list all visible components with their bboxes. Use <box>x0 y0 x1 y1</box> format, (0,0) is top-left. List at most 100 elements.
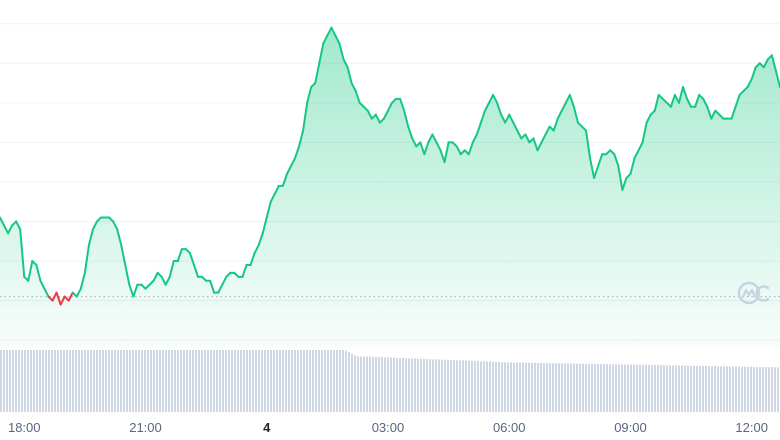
volume-bar <box>531 362 533 412</box>
volume-bar <box>582 363 584 412</box>
volume-bar <box>714 366 716 412</box>
volume-bar <box>702 365 704 412</box>
volume-bar <box>774 367 776 412</box>
volume-bar <box>30 350 32 412</box>
volume-bar <box>423 358 425 412</box>
volume-bar <box>102 350 104 412</box>
price-line-segment <box>633 149 640 160</box>
price-line-segment <box>637 141 644 152</box>
volume-bar <box>96 350 98 412</box>
volume-bar <box>198 350 200 412</box>
volume-bar <box>159 350 161 412</box>
price-line-segment <box>192 263 200 278</box>
price-line-segment <box>374 113 381 124</box>
volume-bar <box>408 358 410 412</box>
price-line-segment <box>19 228 26 278</box>
volume-bar <box>564 363 566 412</box>
volume-bar <box>48 350 50 412</box>
volume-bar <box>327 350 329 412</box>
volume-bar <box>351 353 353 412</box>
volume-bar <box>633 364 635 412</box>
volume-bar <box>681 365 683 412</box>
x-tick-label: 06:00 <box>493 420 526 435</box>
volume-bar <box>81 350 83 412</box>
price-line-segment <box>770 54 777 73</box>
volume-bar <box>630 364 632 412</box>
volume-bar <box>303 350 305 412</box>
price-line-segment <box>83 244 90 274</box>
volume-bar <box>363 356 365 412</box>
volume-bar <box>399 357 401 412</box>
price-line-segment <box>488 93 495 104</box>
price-line-segment <box>330 26 337 37</box>
volume-bar <box>84 350 86 412</box>
volume-bar <box>507 362 509 412</box>
volume-bar <box>72 350 74 412</box>
volume-bar <box>255 350 257 412</box>
volume-bar <box>756 366 758 412</box>
volume-bar <box>597 364 599 412</box>
volume-bar <box>9 350 11 412</box>
volume-bar <box>576 363 578 412</box>
volume-bar <box>462 360 464 412</box>
price-line-segment <box>3 224 10 235</box>
volume-bar <box>390 357 392 412</box>
volume-bar <box>195 350 197 412</box>
volume-bar <box>150 350 152 412</box>
volume-bar <box>501 362 503 412</box>
volume-bar <box>42 350 44 412</box>
price-line-segment <box>403 109 410 128</box>
price-line-segment <box>112 220 119 231</box>
volume-bar <box>708 366 710 412</box>
volume-bar <box>687 365 689 412</box>
price-line-segment <box>221 275 228 286</box>
price-line-segment <box>423 141 430 156</box>
price-line-segment <box>253 244 260 255</box>
volume-bar <box>528 362 530 412</box>
volume-bar <box>525 362 527 412</box>
price-line-segment <box>694 93 701 108</box>
volume-bar <box>75 350 77 412</box>
price-line-segment <box>298 129 305 148</box>
volume-bar <box>162 350 164 412</box>
volume-bar <box>612 364 614 412</box>
volume-bar <box>171 350 173 412</box>
volume-bar <box>90 350 92 412</box>
price-line-segment <box>500 113 507 124</box>
volume-bar <box>321 350 323 412</box>
price-line-segment <box>160 275 167 286</box>
volume-bar <box>723 366 725 412</box>
volume-bar <box>246 350 248 412</box>
volume-bar <box>552 363 554 412</box>
price-line-segment <box>677 86 685 104</box>
volume-bar <box>402 358 404 412</box>
volume-bar <box>711 366 713 412</box>
volume-bar <box>135 350 137 412</box>
volume-bar <box>480 361 482 412</box>
volume-bar <box>777 367 779 412</box>
volume-bar <box>201 350 203 412</box>
price-line-segment <box>585 129 592 160</box>
volume-bar <box>114 350 116 412</box>
volume-bar <box>204 350 206 412</box>
price-line-segment <box>516 129 523 140</box>
volume-bar <box>696 365 698 412</box>
volume-bar <box>192 350 194 412</box>
volume-bar <box>549 363 551 412</box>
price-line-segment <box>209 279 216 294</box>
price-line-segment <box>75 287 82 298</box>
volume-bar <box>108 350 110 412</box>
volume-bar <box>471 360 473 412</box>
volume-bar <box>621 364 623 412</box>
volume-bar <box>495 361 497 412</box>
volume-bar <box>342 350 344 412</box>
volume-bar <box>177 350 179 412</box>
price-line-segment <box>471 133 478 144</box>
volume-bar <box>330 350 332 412</box>
volume-bar <box>522 362 524 412</box>
volume-bar <box>312 350 314 412</box>
volume-bar <box>333 350 335 412</box>
volume-bar <box>291 350 293 412</box>
volume-bar <box>231 350 233 412</box>
price-line-segment <box>289 157 297 168</box>
